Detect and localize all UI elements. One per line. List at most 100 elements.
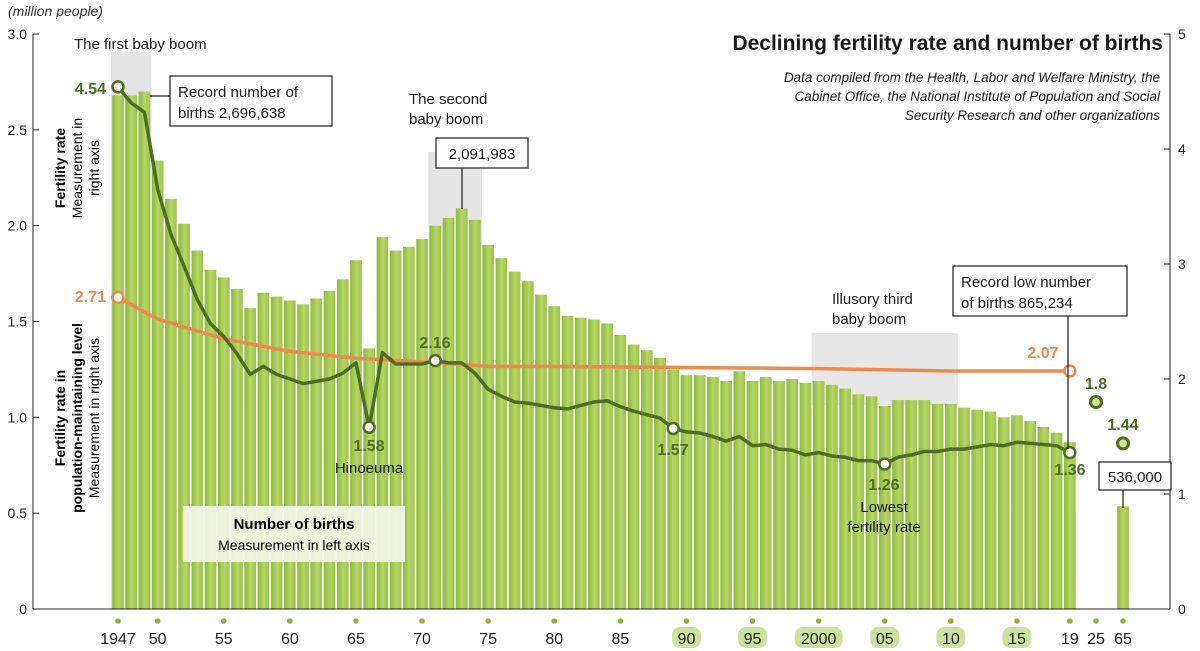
illusory-line1: Illusory third (832, 291, 913, 308)
birth-bar-1948 (125, 95, 138, 610)
x-tick-dot (551, 618, 558, 624)
x-tick-dot (419, 618, 425, 624)
x-tick-label: 55 (215, 631, 233, 648)
x-tick-dot (353, 618, 359, 624)
record-low-box (952, 265, 1128, 317)
birth-bar-1978 (522, 281, 534, 609)
birth-bar-1969 (403, 246, 415, 609)
x-tick-label: 90 (678, 631, 696, 648)
x-tick-highlight (671, 627, 701, 648)
birth-bar-1951 (165, 198, 177, 610)
birth-bar-1975 (482, 244, 494, 610)
fertility-rate-line (116, 85, 1071, 466)
second-boom-line1: The second (409, 91, 487, 108)
left-axis-unit: (million people) (8, 3, 103, 19)
right-tick-label: 2 (1178, 371, 1186, 387)
birth-bar-2005 (878, 405, 891, 609)
record-births-line2: births 2,696,638 (178, 105, 286, 122)
birth-bar-projection-2065 (1117, 506, 1129, 609)
x-tick-dot (881, 618, 888, 624)
birth-bar-1996 (759, 377, 772, 609)
x-tick-label: 25 (1087, 631, 1105, 648)
birth-bar-1967 (376, 237, 389, 609)
birth-bar-1984 (601, 323, 613, 609)
record-births-box (169, 75, 333, 127)
x-tick-label: 15 (1008, 631, 1026, 648)
x-tick-dot (683, 618, 690, 624)
birth-bar-2011 (958, 407, 970, 609)
label-f1989: 1.57 (657, 442, 688, 459)
fertility-marker-2005 (878, 457, 892, 471)
x-tick-label: 50 (149, 631, 167, 648)
left-tick-label: 2.0 (8, 218, 28, 234)
birth-bar-2008 (918, 400, 931, 609)
x-tick-label: 2000 (801, 631, 837, 648)
x-tick-label: 10 (942, 631, 960, 648)
second-boom-value: 2,091,983 (449, 146, 516, 163)
birth-bar-2006 (892, 400, 904, 609)
left-tick-label: 1.0 (8, 409, 28, 425)
maint-label-bold2: population-maintaining level (69, 323, 85, 513)
x-tick-highlight (794, 627, 843, 648)
left-tick-label: 2.5 (8, 122, 28, 138)
label-f2005: 1.26 (868, 477, 899, 494)
birth-bar-1976 (495, 258, 508, 609)
record-low-line1: Record low number (961, 274, 1091, 291)
left-tick-label: 0.5 (8, 505, 28, 521)
birth-bar-2001 (826, 384, 838, 609)
birth-bar-1982 (574, 317, 587, 609)
birth-bar-2003 (852, 394, 865, 609)
birth-bar-1955 (217, 277, 230, 609)
fertility-marker-2019 (1063, 445, 1077, 460)
x-tick-highlight (936, 627, 966, 648)
birth-bar-1959 (270, 296, 283, 609)
chart-title: Declining fertility rate and number of b… (732, 32, 1163, 55)
x-tick-label: 05 (876, 631, 894, 648)
birth-bar-1963 (323, 290, 336, 609)
birth-bar-2007 (905, 400, 918, 609)
x-tick-dot (815, 618, 822, 624)
birth-bar-1950 (151, 160, 164, 609)
birth-bar-1994 (733, 371, 746, 609)
birth-bar-1981 (561, 315, 574, 609)
birth-bar-1957 (244, 308, 257, 609)
birth-bar-1962 (310, 298, 323, 609)
birth-bar-1974 (469, 219, 481, 609)
left-tick-label: 3.0 (8, 26, 28, 42)
fertility-marker-1966 (362, 420, 376, 435)
birth-bar-1997 (773, 380, 785, 609)
x-tick-highlight (738, 627, 768, 648)
left-tick-label: 1.5 (8, 314, 28, 330)
birth-bar-2012 (971, 409, 984, 609)
birth-bar-1968 (389, 250, 402, 610)
lowest-line2: fertility rate (847, 519, 920, 536)
birth-bar-2018 (1050, 432, 1063, 609)
label-m1947: 2.71 (75, 289, 106, 306)
birth-bar-1964 (336, 279, 349, 609)
birth-bar-2016 (1024, 421, 1036, 609)
birth-bar-1993 (720, 380, 732, 609)
birth-bar-1986 (627, 344, 640, 609)
birth-bar-1985 (614, 334, 627, 609)
label-f1971: 2.16 (419, 335, 450, 352)
illusory-line2: baby boom (832, 311, 906, 328)
x-tick-dot (154, 618, 161, 624)
x-tick-label: 70 (413, 631, 431, 648)
birth-bar-1971 (429, 225, 442, 609)
x-tick-dot (1014, 618, 1020, 624)
births-legend-subtitle: Measurement in left axis (218, 537, 370, 553)
x-tick-dot (1120, 618, 1126, 624)
fertility-marker-1989 (666, 421, 680, 436)
hinoeuma-label: Hinoeuma (335, 460, 404, 477)
chart-source-line2: Cabinet Office, the National Institute o… (795, 89, 1161, 104)
birth-bar-2019 (1064, 442, 1076, 609)
chart-source-line1: Data compiled from the Health, Labor and… (784, 70, 1160, 85)
birth-bar-2009 (931, 403, 944, 609)
record-births-line1: Record number of (178, 84, 299, 101)
birth-bar-1988 (654, 357, 666, 609)
x-tick-label: 75 (479, 631, 497, 648)
birth-bar-2015 (1011, 415, 1023, 609)
birth-bar-2000 (812, 380, 825, 609)
label-f2019: 1.36 (1054, 462, 1085, 479)
